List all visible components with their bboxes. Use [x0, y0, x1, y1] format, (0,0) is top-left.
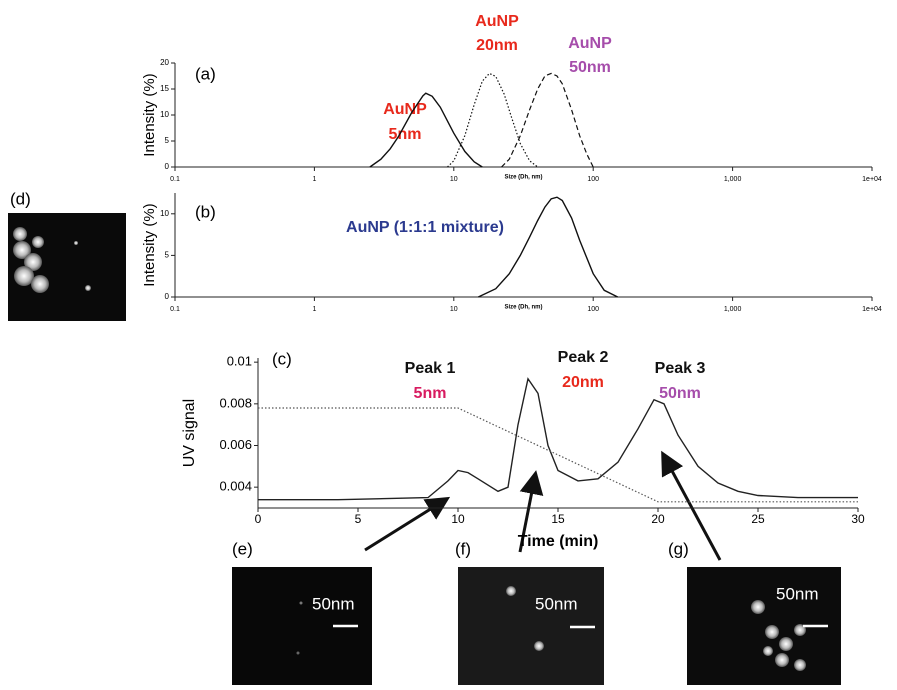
x-tick-label: 0.1	[170, 176, 180, 183]
x-tick-label: 1,000	[724, 306, 742, 313]
x-tick-label: 10	[450, 176, 458, 183]
x-tick-label: 10	[450, 306, 458, 313]
y-tick-label: 5	[165, 251, 170, 260]
y-tick-label: 0.004	[219, 479, 252, 494]
scale-label: 50nm	[312, 594, 355, 613]
data-line	[478, 197, 617, 297]
x-tick-label: 10	[451, 512, 465, 526]
y-tick-label: 0.006	[219, 437, 252, 452]
y-axis-label: Intensity (%)	[141, 73, 158, 156]
annotation: Peak 1	[405, 360, 456, 377]
x-tick-label: 0	[255, 512, 262, 526]
y-axis-label: Intensity (%)	[141, 203, 158, 286]
x-tick-label: 1e+04	[862, 306, 882, 313]
annotation: 50nm	[569, 59, 611, 76]
annotation: Peak 3	[655, 360, 706, 377]
y-tick-label: 0.008	[219, 395, 252, 410]
x-tick-label: 1,000	[724, 176, 742, 183]
data-line	[502, 73, 594, 167]
annotation: 20nm	[476, 37, 518, 54]
x-tick-label: 100	[587, 306, 599, 313]
annotation: AuNP (1:1:1 mixture)	[346, 219, 504, 236]
x-axis-label: Size (Dh, nm)	[504, 305, 542, 311]
panel-label: (e)	[232, 539, 253, 558]
x-tick-label: 5	[355, 512, 362, 526]
annotation: AuNP	[568, 35, 612, 52]
annotation: AuNP	[383, 101, 427, 118]
scale-label: 50nm	[535, 594, 578, 613]
annotation: 50nm	[659, 385, 701, 402]
x-tick-label: 15	[551, 512, 565, 526]
annotation: Peak 2	[558, 349, 609, 366]
y-tick-label: 5	[165, 136, 170, 145]
panel-label: (d)	[10, 189, 31, 208]
x-tick-label: 1	[312, 176, 316, 183]
x-axis-label: Size (Dh, nm)	[504, 175, 542, 181]
y-axis-label: UV signal	[181, 399, 198, 467]
panel-label: (a)	[195, 64, 216, 83]
panel-label: (f)	[455, 539, 471, 558]
figure: (d) (e) 50nm (f) 50nm (g) 50nm 051015200…	[0, 0, 897, 690]
x-tick-label: 1e+04	[862, 176, 882, 183]
y-tick-label: 0	[165, 292, 170, 301]
data-line	[447, 73, 537, 167]
y-tick-label: 10	[160, 209, 169, 218]
y-tick-label: 20	[160, 58, 169, 67]
data-line	[258, 408, 858, 502]
panel-label: (g)	[668, 539, 689, 558]
x-tick-label: 100	[587, 176, 599, 183]
annotation: 5nm	[389, 126, 422, 143]
data-line	[258, 379, 858, 500]
x-tick-label: 30	[851, 512, 865, 526]
scale-label: 50nm	[776, 584, 819, 603]
x-tick-label: 25	[751, 512, 765, 526]
panel-label: (c)	[272, 349, 292, 368]
x-tick-label: 0.1	[170, 306, 180, 313]
y-tick-label: 0	[165, 162, 170, 171]
annotation: 20nm	[562, 374, 604, 391]
x-tick-label: 1	[312, 306, 316, 313]
annotation: 5nm	[414, 385, 447, 402]
y-tick-label: 0.01	[227, 354, 252, 369]
y-tick-label: 15	[160, 84, 169, 93]
y-tick-label: 10	[160, 110, 169, 119]
panel-label: (b)	[195, 202, 216, 221]
x-axis-label: Time (min)	[518, 533, 599, 550]
x-tick-label: 20	[651, 512, 665, 526]
annotation: AuNP	[475, 13, 519, 30]
